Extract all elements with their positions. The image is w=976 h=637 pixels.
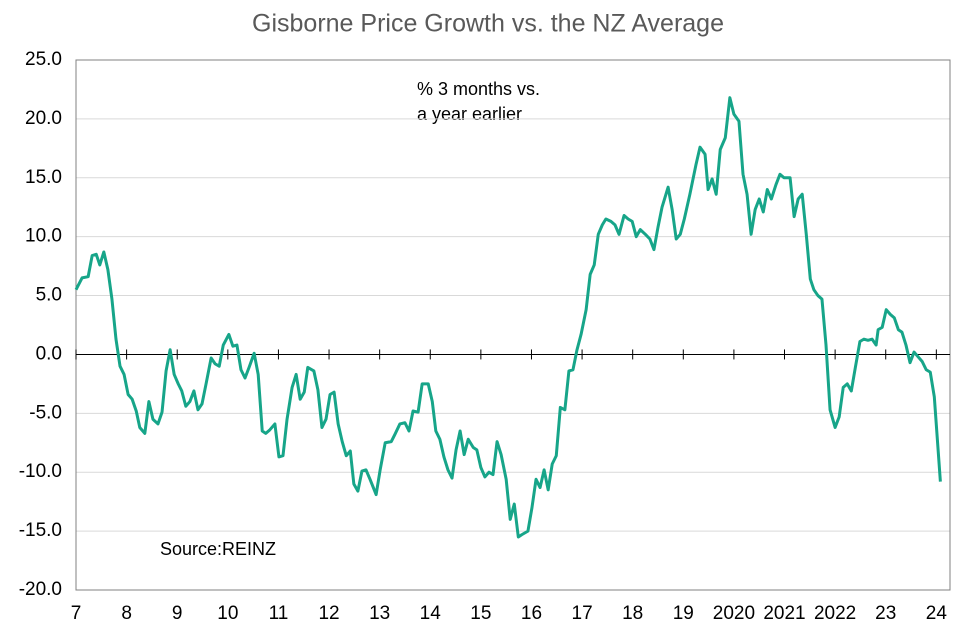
annotation: % 3 months vs. (417, 79, 540, 99)
annotation: a year earlier (417, 104, 522, 124)
x-tick-label: 9 (172, 603, 183, 624)
x-tick-label: 2021 (763, 603, 805, 624)
y-tick-label: 5.0 (36, 285, 62, 306)
x-tick-label: 18 (622, 603, 643, 624)
x-tick-label: 2022 (814, 603, 856, 624)
y-tick-label: 0.0 (36, 343, 62, 364)
x-tick-label: 8 (121, 603, 132, 624)
y-tick-label: -5.0 (29, 402, 62, 423)
x-tick-label: 13 (369, 603, 390, 624)
x-tick-label: 19 (673, 603, 694, 624)
x-tick-label: 16 (521, 603, 542, 624)
y-tick-label: -10.0 (19, 461, 62, 482)
chart-title: Gisborne Price Growth vs. the NZ Average (252, 10, 724, 38)
y-tick-label: 20.0 (25, 108, 62, 129)
x-tick-label: 7 (71, 603, 82, 624)
x-tick-label: 24 (926, 603, 948, 624)
x-tick-label: 14 (420, 603, 442, 624)
x-tick-label: 17 (572, 603, 593, 624)
data-line (74, 96, 942, 539)
y-tick-label: 15.0 (25, 167, 62, 188)
x-tick-label: 15 (470, 603, 491, 624)
y-tick-label: -20.0 (19, 579, 62, 600)
x-tick-label: 12 (318, 603, 339, 624)
plot-frame (75, 59, 951, 591)
y-tick-label: 10.0 (25, 226, 62, 247)
y-tick-label: 25.0 (25, 49, 62, 70)
x-tick-label: 10 (217, 603, 238, 624)
x-tick-label: 11 (269, 603, 289, 624)
annotation: Source:REINZ (160, 539, 276, 559)
y-tick-label: -15.0 (19, 520, 62, 541)
x-tick-label: 23 (875, 603, 896, 624)
x-tick-label: 2020 (713, 603, 755, 624)
